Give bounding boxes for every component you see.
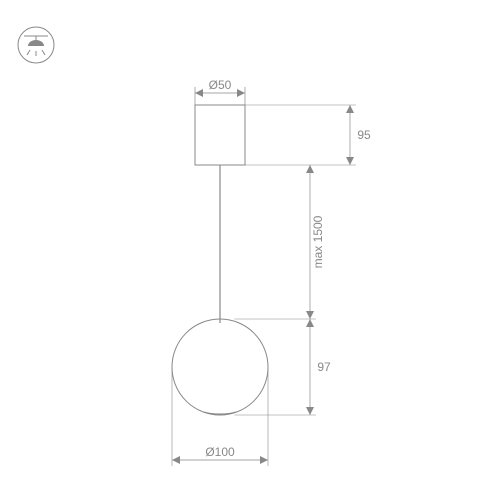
sphere-height-label: 97: [317, 360, 331, 374]
sphere-shade: [172, 319, 268, 415]
technical-drawing: Ø50 95 max 1500 97 Ø100: [0, 0, 500, 500]
canopy-diameter-label: Ø50: [209, 78, 232, 92]
cable-length-label: max 1500: [311, 215, 325, 268]
canopy: [195, 105, 245, 165]
mount-type-icon: [18, 27, 54, 63]
canopy-height-label: 95: [357, 128, 371, 142]
sphere-diameter-label: Ø100: [205, 445, 235, 459]
lamp-diagram: Ø50 95 max 1500 97 Ø100: [172, 78, 371, 466]
